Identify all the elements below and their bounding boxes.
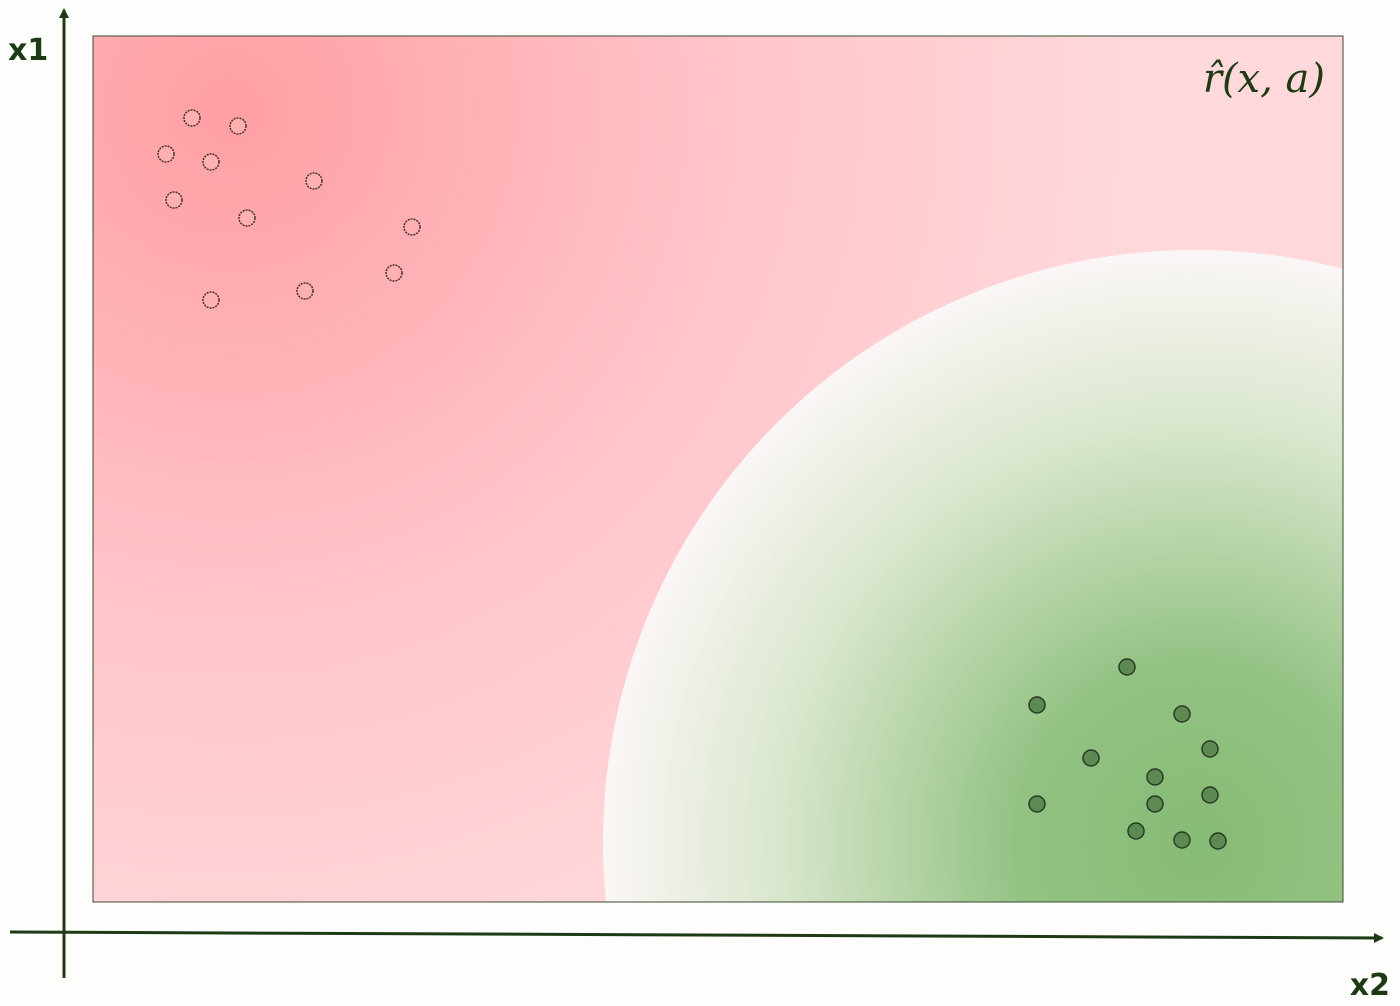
positive-region	[603, 250, 1343, 902]
x-axis-label: x2	[1350, 968, 1390, 1003]
point	[183, 109, 201, 127]
point	[202, 291, 220, 309]
panel-label: r̂(x, a)	[1203, 56, 1325, 102]
panel-border	[92, 35, 1344, 903]
point	[1082, 749, 1100, 767]
point	[1028, 696, 1046, 714]
point	[202, 153, 220, 171]
point	[403, 218, 421, 236]
point	[1209, 832, 1227, 850]
point	[296, 282, 314, 300]
point	[238, 209, 256, 227]
point	[1173, 705, 1191, 723]
point	[305, 172, 323, 190]
green-points	[1028, 658, 1227, 850]
point	[165, 191, 183, 209]
point	[1201, 786, 1219, 804]
point	[1028, 795, 1046, 813]
point	[385, 264, 403, 282]
point	[1146, 795, 1164, 813]
point	[157, 145, 175, 163]
x-axis	[9, 930, 1384, 943]
point	[1173, 831, 1191, 849]
red-points	[157, 109, 421, 309]
point	[1127, 822, 1145, 840]
point	[1146, 768, 1164, 786]
point	[1118, 658, 1136, 676]
point	[1201, 740, 1219, 758]
panel	[92, 35, 1344, 903]
point	[229, 117, 247, 135]
y-axis-label: x1	[8, 33, 48, 68]
